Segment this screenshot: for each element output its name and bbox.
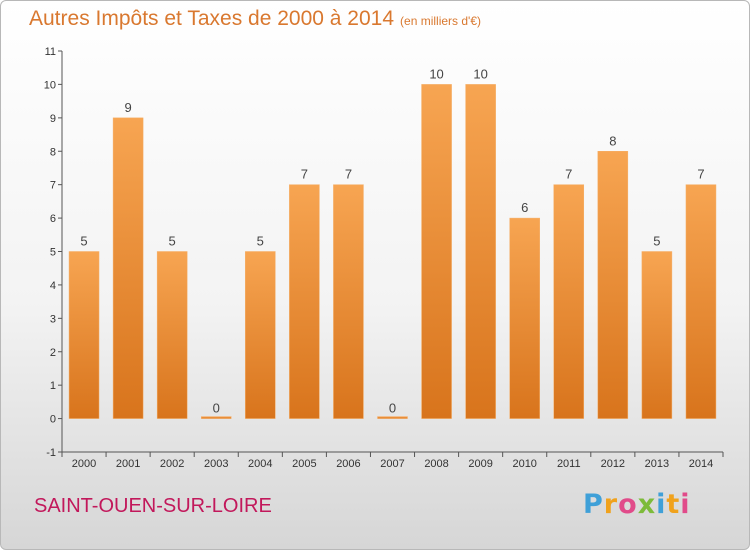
bar-2001 xyxy=(112,117,144,419)
y-tick-label: 2 xyxy=(50,347,56,359)
bar-2002 xyxy=(156,251,188,419)
chart-title: Autres Impôts et Taxes de 2000 à 2014 (en… xyxy=(29,7,481,31)
bar-2012 xyxy=(597,151,629,419)
x-tick-label-2001: 2001 xyxy=(116,458,140,470)
y-tick-label: 11 xyxy=(45,46,56,58)
y-tick-label: 6 xyxy=(50,213,56,225)
value-label-2009: 10 xyxy=(473,66,487,81)
x-tick-label-2009: 2009 xyxy=(468,458,492,470)
logo-letter: r xyxy=(603,489,619,520)
x-tick-label-2005: 2005 xyxy=(292,458,316,470)
value-label-2011: 7 xyxy=(565,167,572,182)
bar-2011 xyxy=(553,184,585,419)
y-tick-label: 0 xyxy=(50,414,56,426)
bar-2007 xyxy=(377,416,408,419)
value-label-2002: 5 xyxy=(169,234,176,249)
bar-2014 xyxy=(685,184,717,419)
proxiti-logo: Proxiti xyxy=(583,489,691,520)
x-tick-label-2008: 2008 xyxy=(424,458,448,470)
x-tick-label-2014: 2014 xyxy=(689,458,713,470)
x-tick-label-2010: 2010 xyxy=(512,458,536,470)
logo-letter: i xyxy=(680,489,691,520)
y-tick-label: 3 xyxy=(50,313,56,325)
bar-2013 xyxy=(641,251,673,419)
bar-2004 xyxy=(245,251,276,419)
bar-2006 xyxy=(333,184,364,419)
place-name: SAINT-OUEN-SUR-LOIRE xyxy=(34,495,272,517)
y-tick-label: 5 xyxy=(50,247,56,259)
x-tick-label-2011: 2011 xyxy=(557,458,581,470)
x-tick-label-2004: 2004 xyxy=(248,458,272,470)
y-tick-label: 1 xyxy=(50,380,56,392)
y-tick-label: 7 xyxy=(50,180,56,192)
x-tick-label-2003: 2003 xyxy=(204,458,228,470)
y-tick-label: 9 xyxy=(50,113,56,125)
bar-2008 xyxy=(421,84,452,419)
y-tick-label: 8 xyxy=(50,146,56,158)
x-tick-label-2002: 2002 xyxy=(160,458,184,470)
logo-letter: P xyxy=(583,489,604,520)
bar-2000 xyxy=(68,251,100,419)
x-tick-label-2006: 2006 xyxy=(336,458,360,470)
value-label-2005: 7 xyxy=(301,167,308,182)
value-label-2008: 10 xyxy=(429,66,443,81)
logo-letter: o xyxy=(618,489,638,520)
value-label-2010: 6 xyxy=(521,200,528,215)
bar-2010 xyxy=(509,217,540,419)
value-label-2001: 9 xyxy=(124,100,131,115)
y-tick-label: -1 xyxy=(46,447,56,459)
y-tick-label: 10 xyxy=(44,79,56,91)
value-label-2004: 5 xyxy=(257,234,264,249)
value-label-2006: 7 xyxy=(345,167,352,182)
chart-title-text: Autres Impôts et Taxes de 2000 à 2014 xyxy=(29,7,395,30)
logo-letter: t xyxy=(666,489,681,520)
bar-2009 xyxy=(465,84,496,419)
value-label-2012: 8 xyxy=(609,133,616,148)
x-tick-label-2000: 2000 xyxy=(72,458,96,470)
x-tick-label-2013: 2013 xyxy=(645,458,669,470)
bar-2005 xyxy=(289,184,320,419)
logo-letter: x xyxy=(637,489,657,520)
chart-subtitle: (en milliers d'€) xyxy=(400,14,482,28)
value-label-2013: 5 xyxy=(653,234,660,249)
value-label-2003: 0 xyxy=(213,401,220,416)
value-label-2014: 7 xyxy=(697,167,704,182)
value-label-2007: 0 xyxy=(389,401,396,416)
logo-letter: i xyxy=(656,489,667,520)
y-tick-label: 4 xyxy=(50,280,56,292)
x-tick-label-2012: 2012 xyxy=(601,458,625,470)
value-label-2000: 5 xyxy=(80,234,87,249)
x-tick-label-2007: 2007 xyxy=(380,458,404,470)
bar-2003 xyxy=(200,416,232,419)
